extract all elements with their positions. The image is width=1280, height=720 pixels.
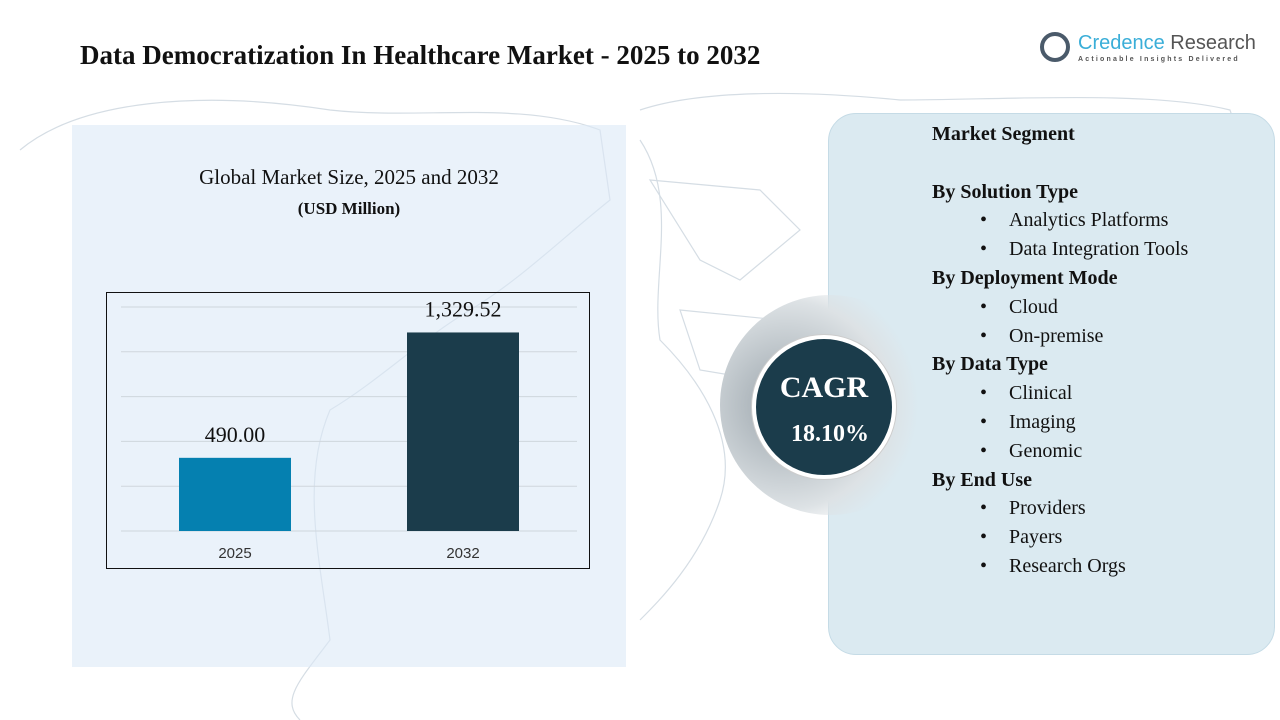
segment-item: Providers [932,494,1188,523]
segment-group-title: By Data Type [932,353,1048,376]
segment-item: Imaging [932,408,1188,437]
page-title: Data Democratization In Healthcare Marke… [80,40,761,70]
cagr-label: CAGR [779,371,869,404]
logo-tagline: Actionable Insights Delivered [1078,56,1240,63]
segment-item: Research Orgs [932,552,1188,581]
x-tick-label: 2025 [218,545,251,562]
segment-group-title: By End Use [932,468,1033,491]
logo-name-a: Credence [1078,32,1165,54]
data-label: 1,329.52 [425,296,502,321]
market-size-panel [72,125,626,667]
segment-item: Analytics Platforms [932,206,1188,235]
segment-item: On-premise [932,322,1188,351]
logo-name-b: Research [1164,32,1256,54]
segment-group-title: By Deployment Mode [932,266,1118,289]
bar-chart: 490.00 2025 1,329.52 2032 [106,292,590,569]
cagr-badge: CAGR 18.10% [752,335,896,479]
bar-2032 [407,332,519,531]
bar-chart-svg: 490.00 2025 1,329.52 2032 [121,296,577,562]
segment-list: Market Segment By Solution Type Analytics… [932,120,1188,581]
chart-unit: (USD Million) [297,199,401,218]
segment-item: Genomic [932,437,1188,466]
credence-research-logo: Credence Research Actionable Insights De… [1040,30,1260,70]
x-tick-label: 2032 [446,545,479,562]
segment-item: Data Integration Tools [932,235,1188,264]
segment-heading: Market Segment [932,123,1075,145]
segment-group-title: By Solution Type [932,180,1078,203]
segment-item: Payers [932,523,1188,552]
bar-chart-logo-icon [1040,32,1070,62]
cagr-value: 18.10% [791,421,869,447]
chart-title: Global Market Size, 2025 and 2032 [199,165,499,189]
segment-item: Cloud [932,293,1188,322]
logo-text: Credence Research [1078,32,1256,55]
bar-2025 [179,457,291,531]
segment-item: Clinical [932,379,1188,408]
data-label: 490.00 [205,422,266,447]
